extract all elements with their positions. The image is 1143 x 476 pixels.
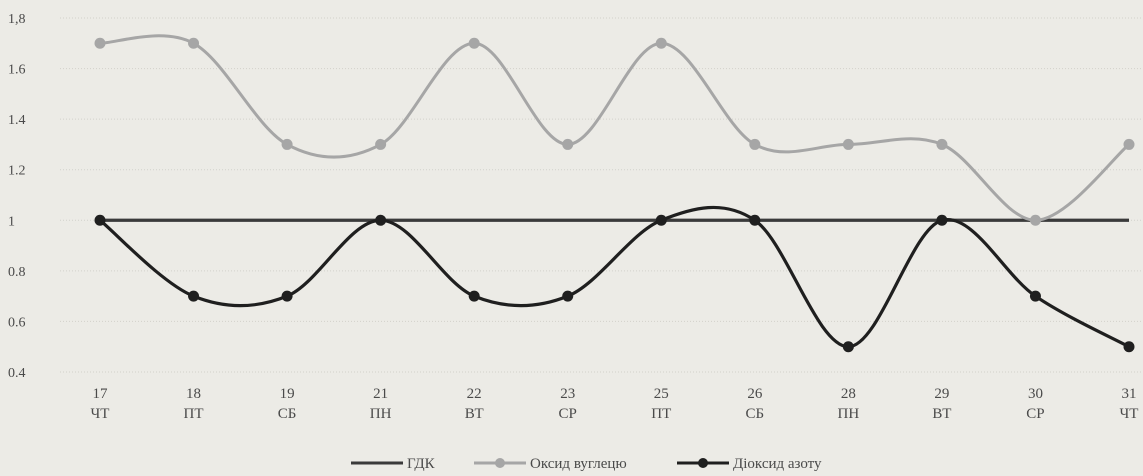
data-point [1123,341,1135,353]
data-point [936,138,948,150]
x-tick-day: 25 [654,386,669,402]
data-point [1029,290,1041,302]
data-point [375,138,387,150]
y-tick-label: 1,8 [8,12,26,27]
x-tick-day: 21 [373,386,388,402]
y-tick-label: 1 [8,214,15,229]
data-point [468,290,480,302]
legend-marker [495,458,505,468]
data-point [468,37,480,49]
data-point [281,138,293,150]
x-tick-day: 31 [1122,386,1137,402]
data-point [749,138,761,150]
data-point [1029,214,1041,226]
y-axis: 0.4 0.6 0.8 1 1.2 1.4 1.6 1,8 [8,12,26,381]
x-tick-weekday: ВТ [465,406,484,422]
data-point [375,214,387,226]
x-tick-weekday: СБ [278,406,297,422]
data-point [281,290,293,302]
x-tick-day: 28 [841,386,856,402]
legend-item: Оксид вуглецю [474,456,627,472]
x-tick-day: 18 [186,386,201,402]
data-point [188,37,200,49]
legend-item: Діоксид азоту [677,456,822,472]
legend-marker [698,458,708,468]
legend: ГДК Оксид вуглецю Діоксид азоту [351,456,822,472]
data-point [842,341,854,353]
data-point [936,214,948,226]
legend-item: ГДК [351,456,436,472]
x-tick-day: 23 [560,386,575,402]
y-tick-label: 0.4 [8,366,26,381]
data-point [562,290,574,302]
data-point [188,290,200,302]
series-3 [94,205,1135,353]
x-tick-weekday: СР [1026,406,1044,422]
data-point [749,214,761,226]
x-tick-day: 26 [747,386,763,402]
y-tick-label: 0.8 [8,265,26,280]
data-point [562,138,574,150]
x-tick-weekday: ПН [370,406,392,422]
x-tick-day: 22 [467,386,482,402]
data-point [1123,138,1135,150]
x-tick-weekday: ПТ [651,406,671,422]
legend-label: ГДК [407,456,436,472]
series-line [98,205,1130,349]
data-point [655,37,667,49]
x-tick-day: 17 [93,386,109,402]
x-tick-weekday: ПН [838,406,860,422]
x-tick-weekday: СБ [746,406,765,422]
data-point [655,214,667,226]
x-tick-weekday: ПТ [184,406,204,422]
series-lines [94,34,1135,353]
data-point [842,138,854,150]
x-axis: 17 ЧТ 18 ПТ 19 СБ 21 ПН 22 ВТ 23 СР 25 ПТ 26 СБ 28 ПН 29 ВТ… [91,386,1139,422]
legend-label: Діоксид азоту [733,456,822,472]
series-2 [94,34,1135,226]
legend-label: Оксид вуглецю [530,456,627,472]
y-tick-label: 1.4 [8,113,26,128]
x-tick-weekday: СР [559,406,577,422]
x-tick-weekday: ВТ [932,406,951,422]
x-tick-weekday: ЧТ [1120,406,1139,422]
x-tick-weekday: ЧТ [91,406,110,422]
x-tick-day: 19 [280,386,295,402]
y-tick-label: 1.6 [8,63,26,78]
x-tick-day: 30 [1028,386,1043,402]
y-tick-label: 0.6 [8,315,26,330]
x-tick-day: 29 [934,386,949,402]
series-line [99,34,1130,222]
data-point [94,214,106,226]
data-point [94,37,106,49]
y-tick-label: 1.2 [8,164,26,179]
